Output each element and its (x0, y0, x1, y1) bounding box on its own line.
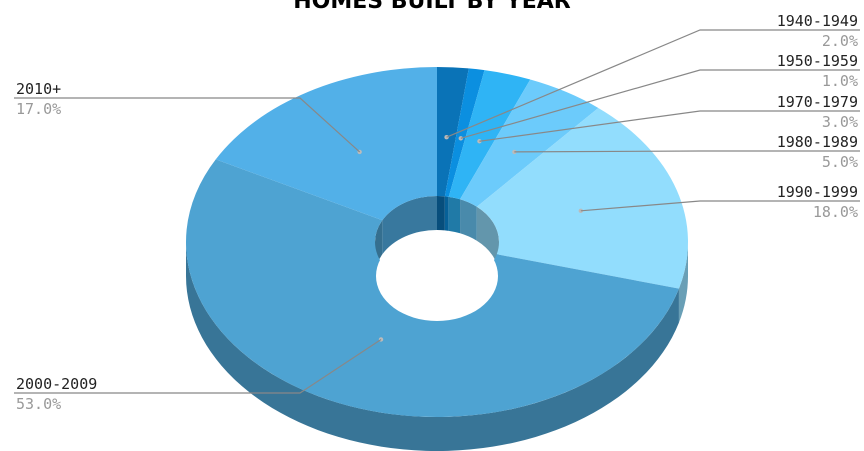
label-percent-0: 2.0% (822, 32, 858, 50)
label-percent-1: 1.0% (822, 72, 858, 90)
slice-inner-wall-6-0 (382, 196, 437, 255)
slice-1980-1989 (460, 79, 599, 207)
label-category-3: 1980-1989 (777, 133, 858, 151)
callout-line-4 (580, 200, 860, 212)
callout-labels: 1940-1949 2.0% 1950-1959 1.0% 1970-1979 3.0% 1… (14, 12, 860, 413)
label-percent-5: 53.0% (16, 395, 61, 413)
slice-2010+ (215, 66, 437, 221)
slice-inner-wall-2-0 (448, 196, 461, 234)
label-percent-3: 5.0% (822, 153, 858, 171)
label-category-2: 1970-1979 (777, 93, 858, 111)
slice-side-5 (186, 242, 679, 451)
slice-1950-1959 (444, 68, 485, 197)
label-category-1: 1950-1959 (777, 52, 858, 70)
label-percent-6: 17.0% (16, 100, 61, 118)
label-category-5: 2000-2009 (16, 375, 97, 393)
callout-line-6 (14, 97, 361, 153)
callout-line-1 (460, 69, 860, 139)
donut-hole (376, 231, 498, 321)
chart-title: HOMES BUILT BY YEAR (293, 0, 571, 14)
label-category-0: 1940-1949 (777, 12, 858, 30)
callout-line-0 (446, 29, 860, 138)
donut-chart (186, 66, 688, 451)
label-category-6: 2010+ (16, 80, 61, 98)
slice-side-4 (678, 242, 688, 323)
slice-inner-wall-3-0 (460, 199, 477, 241)
callout-line-2 (479, 110, 860, 142)
slice-1940-1949 (437, 67, 469, 197)
slice-1990-1999 (476, 107, 688, 289)
slice-inner-wall-0-0 (437, 196, 445, 231)
callout-line-5 (14, 338, 382, 394)
callout-line-3 (514, 150, 860, 153)
label-percent-2: 3.0% (822, 113, 858, 131)
callout-dot-2 (477, 139, 482, 144)
label-percent-4: 18.0% (813, 203, 858, 221)
label-category-4: 1990-1999 (777, 183, 858, 201)
callout-dot-1 (458, 136, 463, 141)
slice-inner-wall-1-0 (444, 196, 449, 231)
slice-1970-1979 (448, 70, 531, 200)
slice-inner-wall-4-0 (476, 206, 499, 276)
